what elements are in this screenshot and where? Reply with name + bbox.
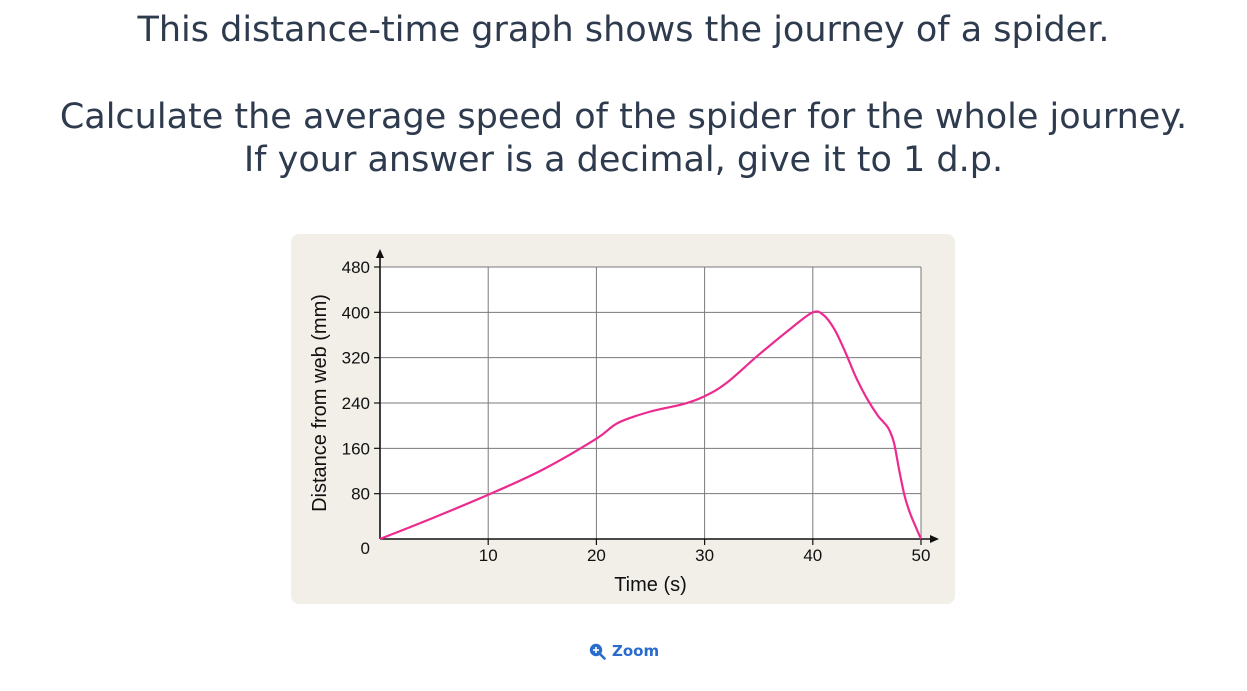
y-tick-label: 320 (342, 349, 370, 368)
y-axis-label: Distance from web (mm) (309, 294, 331, 512)
y-axis-arrow (376, 249, 384, 258)
instruction-line-2: If your answer is a decimal, give it to … (243, 140, 1004, 180)
zoom-in-icon (589, 643, 606, 660)
question-title: This distance-time graph shows the journ… (137, 10, 1110, 50)
x-tick-label: 20 (587, 546, 606, 565)
y-tick-label: 160 (342, 439, 370, 458)
distance-time-graph: 0 80 160 240 320 400 480 10 20 30 40 50 Time (s) Dist… (309, 249, 939, 596)
y-tick-label: 400 (342, 303, 370, 322)
x-tick-label: 50 (912, 546, 931, 565)
zoom-label: Zoom (612, 642, 660, 660)
instruction-line-1: Calculate the average speed of the spide… (59, 97, 1188, 137)
x-axis-label: Time (s) (614, 574, 687, 596)
x-axis-arrow (930, 535, 939, 543)
x-tick-label: 30 (695, 546, 714, 565)
y-tick-label: 480 (342, 258, 370, 277)
question-instructions: Calculate the average speed of the spide… (0, 96, 1247, 182)
zoom-button[interactable]: Zoom (589, 642, 659, 660)
y-tick-label: 0 (361, 539, 370, 558)
x-tick-label: 10 (479, 546, 498, 565)
y-tick-label: 80 (351, 485, 370, 504)
journey-line (379, 310, 923, 541)
x-tick-label: 40 (803, 546, 822, 565)
graph-card: 0 80 160 240 320 400 480 10 20 30 40 50 Time (s) Dist… (291, 234, 955, 604)
y-tick-label: 240 (342, 394, 370, 413)
